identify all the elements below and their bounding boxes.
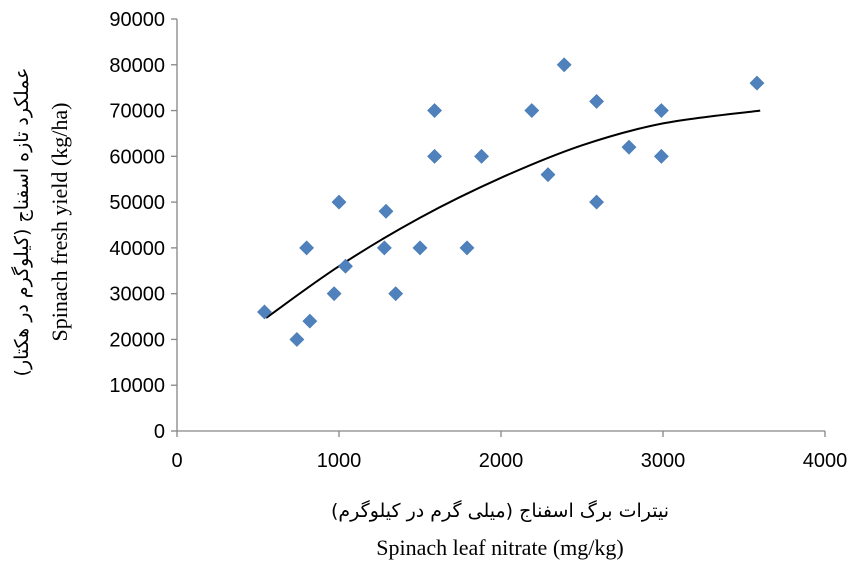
data-point xyxy=(289,332,305,347)
y-tick-label: 80000 xyxy=(109,55,165,77)
y-tick-label: 40000 xyxy=(109,238,165,260)
data-point xyxy=(556,57,572,73)
data-point xyxy=(427,103,443,118)
data-point xyxy=(299,240,315,256)
data-point xyxy=(388,286,404,302)
y-tick-label: 70000 xyxy=(109,101,165,123)
data-point xyxy=(378,203,394,219)
data-point xyxy=(302,313,318,329)
y-tick-label: 30000 xyxy=(109,284,165,306)
data-points xyxy=(257,57,765,347)
data-point xyxy=(653,103,669,118)
data-point xyxy=(427,148,443,164)
data-point xyxy=(589,93,605,109)
data-point xyxy=(257,304,272,320)
y-tick-marks xyxy=(171,18,177,432)
data-point xyxy=(524,103,540,118)
y-tick-label: 60000 xyxy=(109,146,165,168)
x-tick-label: 3000 xyxy=(641,450,686,472)
data-point xyxy=(653,148,669,164)
data-point xyxy=(338,258,353,274)
y-axis-title-fa: عملکرد تازه اسفناج (کیلوگرم در هکتار) xyxy=(10,68,33,377)
x-axis-title-fa: نیترات برگ اسفناج (میلی گرم در کیلوگرم) xyxy=(331,499,669,522)
data-point xyxy=(540,167,556,183)
data-point xyxy=(621,139,637,155)
y-tick-label: 20000 xyxy=(109,329,165,351)
y-tick-label: 0 xyxy=(154,421,165,443)
data-point xyxy=(474,148,489,164)
x-axis-title: Spinach leaf nitrate (mg/kg) xyxy=(376,535,623,560)
data-point xyxy=(326,286,342,302)
data-point xyxy=(459,240,475,256)
data-point xyxy=(412,240,428,256)
y-tick-label: 90000 xyxy=(109,9,165,31)
x-tick-label: 2000 xyxy=(479,450,524,472)
y-tick-labels: 0 10000 20000 30000 40000 50000 60000 70000 8000… xyxy=(109,9,165,443)
y-axis-title: Spinach fresh yield (kg/ha) xyxy=(47,103,72,342)
data-point xyxy=(376,240,392,256)
x-tick-label: 4000 xyxy=(803,450,848,472)
data-point xyxy=(331,194,347,210)
x-tick-labels: 0 1000 2000 3000 4000 xyxy=(171,450,847,472)
x-tick-marks xyxy=(176,431,826,437)
trendline xyxy=(265,109,761,319)
y-tick-label: 50000 xyxy=(109,192,165,214)
x-tick-label: 1000 xyxy=(317,450,362,472)
y-tick-label: 10000 xyxy=(109,375,165,397)
x-tick-label: 0 xyxy=(171,450,182,472)
data-point xyxy=(589,194,605,210)
data-point xyxy=(749,75,765,91)
